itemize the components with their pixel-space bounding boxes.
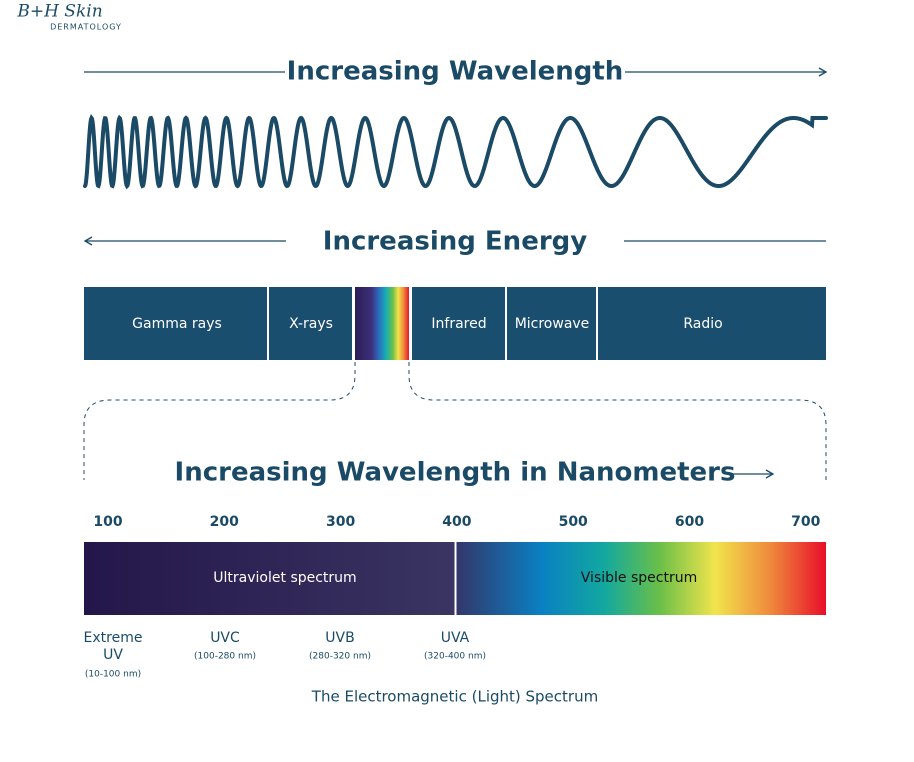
- heading: Increasing Wavelength in Nanometers: [175, 458, 736, 488]
- logo-subtitle: DERMATOLOGY: [50, 23, 122, 32]
- band-label: Radio: [683, 316, 722, 332]
- bracket: [408, 362, 827, 480]
- band: [269, 287, 352, 360]
- uv-bar: [84, 542, 455, 615]
- band-label: Infrared: [431, 316, 486, 332]
- uv-band-name: UVC: [210, 630, 240, 646]
- visible-band: [355, 287, 409, 360]
- scale-label: 200: [210, 514, 239, 530]
- logo-name: B+H Skin: [16, 2, 102, 22]
- uv-band-range: (320-400 nm): [424, 652, 486, 662]
- heading: Increasing Wavelength: [287, 57, 624, 87]
- arrow-head: [765, 469, 775, 479]
- scale-label: 300: [326, 514, 355, 530]
- uv-band-name: Extreme UV: [84, 630, 143, 663]
- arrows: [83, 67, 828, 479]
- zoom-bracket: [83, 362, 827, 480]
- band-label: Gamma rays: [132, 316, 222, 332]
- scale-label: 400: [442, 514, 471, 530]
- wave: [83, 114, 828, 190]
- bracket: [83, 362, 356, 480]
- spectrum-label: Visible spectrum: [581, 570, 697, 586]
- band: [412, 287, 505, 360]
- uv-bands: Extreme UV (10-100 nm) UVC (100-280 nm) UVB (2…: [84, 630, 486, 680]
- band: [84, 287, 267, 360]
- band: [507, 287, 596, 360]
- band-bar: [84, 287, 826, 360]
- scale-label: 700: [791, 514, 820, 530]
- visible-bar: [456, 542, 826, 615]
- caption: The Electromagnetic (Light) Spectrum: [311, 688, 598, 706]
- scale: 100 200 300 400 500 600 700: [93, 514, 820, 530]
- uv-band-name: UVB: [325, 630, 354, 646]
- arrow-head: [818, 67, 828, 77]
- uv-band-range: (280-320 nm): [309, 652, 371, 662]
- spectrum-label: Ultraviolet spectrum: [213, 570, 356, 586]
- heading: Increasing Energy: [323, 227, 587, 257]
- arrow-head: [83, 236, 93, 246]
- band-label: X-rays: [289, 316, 333, 332]
- uv-band-range: (10-100 nm): [85, 670, 141, 680]
- band: [598, 287, 826, 360]
- scale-label: 600: [675, 514, 704, 530]
- uv-band-range: (100-280 nm): [194, 652, 256, 662]
- scale-label: 500: [559, 514, 588, 530]
- band-label: Microwave: [515, 316, 590, 332]
- uv-band-name: UVA: [441, 630, 470, 646]
- scale-label: 100: [93, 514, 122, 530]
